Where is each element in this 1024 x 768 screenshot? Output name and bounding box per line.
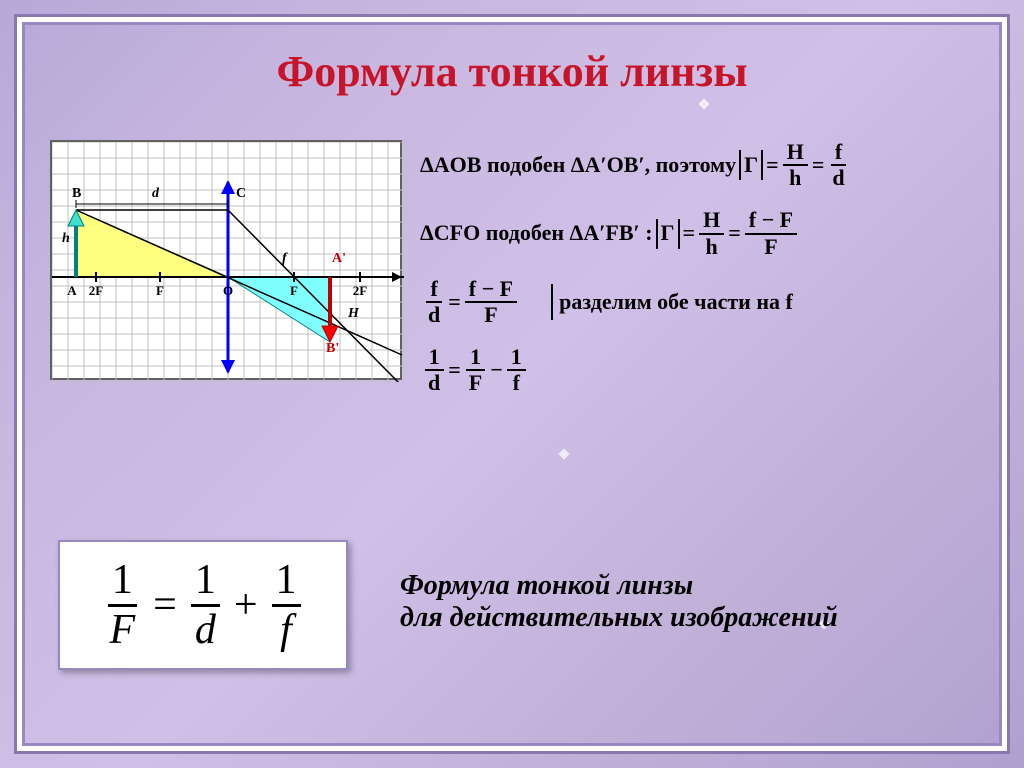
svg-text:A: A: [67, 283, 77, 298]
equals-sign: =: [766, 153, 779, 177]
svg-text:F: F: [156, 283, 164, 298]
equals-sign: =: [728, 221, 741, 245]
svg-text:O: O: [223, 283, 233, 298]
caption-line-2: для действительных изображений: [400, 602, 838, 634]
plus-sign: +: [234, 581, 258, 629]
svg-text:H: H: [347, 306, 360, 321]
svg-text:B': B': [326, 341, 339, 356]
svg-text:B: B: [72, 186, 81, 201]
main-lens-formula: 1F = 1d + 1f: [58, 540, 348, 670]
equation-2: ΔCFO подобен ΔA′FB′ : Г = Hh = f − FF: [420, 208, 1000, 258]
lens-diagram: A 2F F O F 2F Bd Ch f A' H B': [50, 140, 402, 380]
equals-sign: =: [683, 221, 696, 245]
slide-title: Формула тонкой линзы: [0, 46, 1024, 97]
eq1-prefix: ΔAOB подобен ΔA′OB′, поэтому: [420, 153, 736, 177]
equation-3: fd = f − FF разделим обе части на f: [420, 277, 1000, 327]
derivation-equations: ΔAOB подобен ΔA′OB′, поэтому Г = Hh = fd…: [420, 140, 1000, 414]
equals-sign: =: [153, 581, 177, 629]
caption-line-1: Формула тонкой линзы: [400, 570, 838, 602]
minus-sign: −: [490, 358, 503, 382]
formula-caption: Формула тонкой линзы для действительных …: [400, 570, 838, 634]
svg-text:2F: 2F: [353, 283, 368, 298]
equation-4: 1d = 1F − 1f: [420, 345, 1000, 395]
svg-text:C: C: [236, 186, 246, 201]
svg-text:A': A': [332, 251, 346, 266]
equals-sign: =: [448, 358, 461, 382]
svg-text:2F: 2F: [89, 283, 104, 298]
gamma-symbol: Г: [744, 153, 758, 177]
equation-1: ΔAOB подобен ΔA′OB′, поэтому Г = Hh = fd: [420, 140, 1000, 190]
gamma-symbol: Г: [661, 221, 675, 245]
equals-sign: =: [812, 153, 825, 177]
eq2-prefix: ΔCFO подобен ΔA′FB′ :: [420, 221, 653, 245]
lens-svg: A 2F F O F 2F Bd Ch f A' H B': [52, 142, 404, 382]
svg-text:h: h: [62, 231, 70, 246]
svg-text:f: f: [282, 251, 288, 266]
eq3-note: разделим обе части на f: [551, 284, 793, 320]
equals-sign: =: [448, 290, 461, 314]
svg-text:F: F: [290, 283, 298, 298]
svg-text:d: d: [152, 186, 160, 201]
